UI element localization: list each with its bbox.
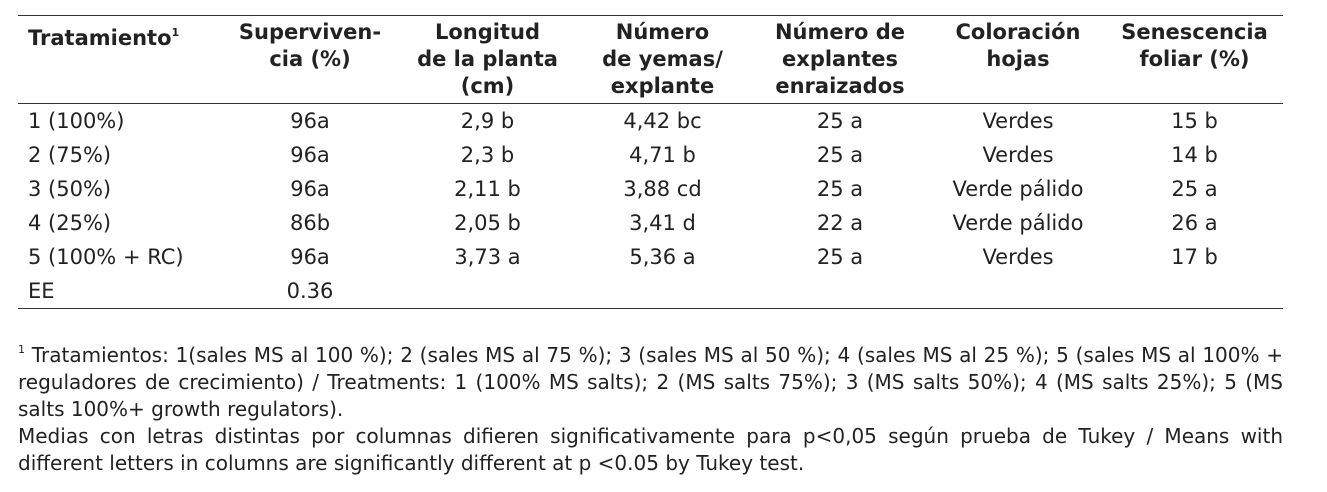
- table-row: 1 (100%) 96a 2,9 b 4,42 bc 25 a Verdes 15 b: [18, 104, 1283, 139]
- table-row: 5 (100% + RC) 96a 3,73 a 5,36 a 25 a Verdes 17…: [18, 240, 1283, 274]
- header-line: Número: [615, 20, 710, 44]
- table-row: 4 (25%) 86b 2,05 b 3,41 d 22 a Verde pálido 26…: [18, 206, 1283, 240]
- table-cell: 96a: [290, 109, 330, 133]
- table-cell: Verdes: [982, 245, 1054, 269]
- header-line: de la planta: [417, 47, 558, 71]
- table-cell: 14 b: [1171, 143, 1218, 167]
- table-cell: 5,36 a: [629, 245, 696, 269]
- footnote-marker: 1: [18, 343, 25, 356]
- table-cell: 1 (100%): [28, 109, 125, 133]
- table-cell: 86b: [289, 211, 331, 235]
- column-header: Tratamiento1: [18, 15, 220, 104]
- header-line: Senescencia: [1121, 20, 1268, 44]
- table-cell: 96a: [290, 245, 330, 269]
- table-cell: Verdes: [982, 109, 1054, 133]
- table-cell: [1106, 274, 1283, 309]
- table-cell: 2,05 b: [454, 211, 521, 235]
- table-cell: 25 a: [816, 143, 864, 167]
- header-line: (cm): [460, 74, 515, 98]
- table-cell: EE: [18, 274, 220, 309]
- header-line: Tratamiento: [28, 26, 172, 50]
- table-cell: 96a: [290, 143, 330, 167]
- header-line: Superviven-: [238, 20, 382, 44]
- table-cell: 2,11 b: [454, 177, 521, 201]
- table-body: 1 (100%) 96a 2,9 b 4,42 bc 25 a Verdes 15 b 2 (…: [18, 104, 1283, 309]
- header-line: Coloración: [955, 20, 1081, 44]
- header-line: cia (%): [269, 47, 351, 71]
- table-cell: [400, 274, 575, 309]
- table-cell: 22 a: [816, 211, 864, 235]
- header-note: 1: [171, 26, 180, 39]
- column-header: Senescencia foliar (%): [1106, 15, 1283, 104]
- table-cell: 4,71 b: [629, 143, 696, 167]
- footnote: 1 Tratamientos: 1(sales MS al 100 %); 2 …: [18, 336, 1283, 423]
- table-cell: 3,88 cd: [623, 177, 702, 201]
- table-cell: 96a: [290, 177, 330, 201]
- table-cell: 25 a: [1171, 177, 1218, 201]
- table-cell: [575, 274, 750, 309]
- footnotes: 1 Tratamientos: 1(sales MS al 100 %); 2 …: [18, 336, 1283, 477]
- header-line: hojas: [986, 47, 1050, 71]
- header-line: explantes: [782, 47, 898, 71]
- header-line: Número de: [774, 20, 906, 44]
- table-cell: 4,42 bc: [623, 109, 702, 133]
- table-cell: 3,73 a: [454, 245, 521, 269]
- table-cell: 25 a: [816, 109, 864, 133]
- table-cell: Verde pálido: [952, 211, 1084, 235]
- footnote-text: Tratamientos: 1(sales MS al 100 %); 2 (s…: [18, 343, 1283, 421]
- table-cell: 25 a: [816, 177, 864, 201]
- column-header: Superviven-cia (%): [220, 15, 400, 104]
- table-cell: Verdes: [982, 143, 1054, 167]
- table-row: EE 0.36: [18, 274, 1283, 309]
- column-header: Número de explantes enraizados: [750, 15, 930, 104]
- table-cell: [750, 274, 930, 309]
- header-line: foliar (%): [1139, 47, 1250, 71]
- table-cell: 15 b: [1171, 109, 1218, 133]
- header-line: enraizados: [775, 74, 905, 98]
- table-cell: Verde pálido: [952, 177, 1084, 201]
- table-cell: 0.36: [220, 274, 400, 309]
- table-row: 3 (50%) 96a 2,11 b 3,88 cd 25 a Verde pálido 2…: [18, 172, 1283, 206]
- footnote-text: Medias con letras distintas por columnas…: [18, 424, 1283, 475]
- header-line: explante: [610, 74, 715, 98]
- table-cell: 4 (25%): [28, 211, 112, 235]
- table-cell: 5 (100% + RC): [28, 245, 184, 269]
- table-cell: [930, 274, 1106, 309]
- header-row: Tratamiento1 Superviven-cia (%) Longitud de…: [18, 15, 1283, 104]
- data-table: Tratamiento1 Superviven-cia (%) Longitud de…: [18, 15, 1283, 309]
- table-row: 2 (75%) 96a 2,3 b 4,71 b 25 a Verdes 14 b: [18, 138, 1283, 172]
- table-cell: 3 (50%): [28, 177, 112, 201]
- table-cell: 2,3 b: [460, 143, 515, 167]
- table-head: Tratamiento1 Superviven-cia (%) Longitud de…: [18, 15, 1283, 104]
- column-header: Longitud de la planta (cm): [400, 15, 575, 104]
- table-cell: 2 (75%): [28, 143, 112, 167]
- table-cell: 2,9 b: [460, 109, 515, 133]
- column-header: Número de yemas/explante: [575, 15, 750, 104]
- table-cell: 26 a: [1171, 211, 1218, 235]
- table-cell: 3,41 d: [629, 211, 696, 235]
- column-header: Coloración hojas: [930, 15, 1106, 104]
- header-line: de yemas/: [602, 47, 723, 71]
- table-cell: 17 b: [1171, 245, 1218, 269]
- header-line: Longitud: [434, 20, 540, 44]
- footnote: Medias con letras distintas por columnas…: [18, 423, 1283, 477]
- table-cell: 25 a: [816, 245, 864, 269]
